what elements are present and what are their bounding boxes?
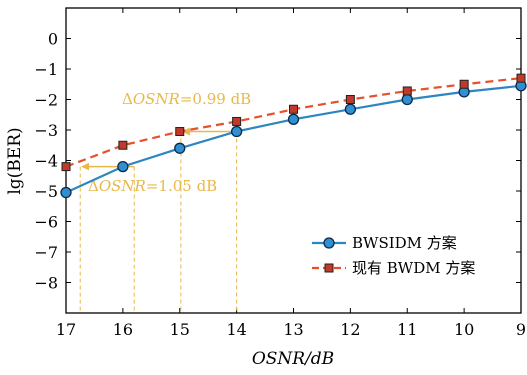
x-tick-label: 17 — [56, 320, 76, 339]
y-tick-label: −6 — [34, 213, 58, 232]
data-point-bwsidm — [60, 186, 72, 199]
y-tick-label: −2 — [34, 91, 58, 110]
x-tick-label: 9 — [516, 320, 526, 339]
y-tick-label: −7 — [34, 243, 58, 262]
x-tick-label: 13 — [283, 320, 303, 339]
legend-label: 现有 BWDM 方案 — [352, 259, 475, 277]
x-axis-title: OSNR/dB — [252, 349, 334, 369]
data-point-bwdm — [118, 140, 128, 150]
legend-marker — [324, 263, 334, 273]
data-point-bwdm — [289, 104, 298, 114]
x-axis-ticks: 17 16 15 14 13 12 11 10 9 — [56, 8, 526, 339]
data-point-bwsidm — [344, 103, 357, 115]
data-point-bwdm — [345, 95, 355, 104]
annotation-label: ΔOSNR=0.99 dB — [122, 90, 251, 108]
annotation-var: OSNR — [99, 177, 146, 195]
x-axis-title-var: OSNR/dB — [252, 349, 334, 369]
annotation-value: =1.05 dB — [146, 177, 217, 195]
y-tick-label: −3 — [34, 121, 58, 140]
data-point-bwdm — [402, 86, 412, 96]
annotation-value: =0.99 dB — [180, 90, 251, 108]
y-axis-ticks: 0 −1 −2 −3 −4 −5 −6 −7 −8 — [34, 30, 521, 293]
data-point-bwdm — [175, 127, 185, 137]
data-point-bwsidm — [174, 142, 186, 154]
data-point-bwdm — [459, 79, 469, 89]
y-tick-label: −5 — [34, 182, 58, 201]
x-tick-label: 16 — [113, 320, 133, 339]
legend-marker — [323, 237, 335, 249]
x-tick-label: 15 — [170, 320, 190, 339]
data-point-bwsidm — [230, 125, 243, 138]
y-axis-title: lg(BER) — [5, 127, 25, 194]
data-point-bwsidm — [287, 113, 300, 125]
data-point-bwsidm — [117, 160, 129, 173]
data-point-bwdm — [516, 73, 526, 83]
legend-box — [301, 224, 513, 280]
x-tick-label: 12 — [340, 320, 360, 339]
annotation-delta: Δ — [88, 177, 99, 195]
data-point-bwdm — [61, 162, 71, 172]
x-tick-label: 11 — [397, 320, 417, 339]
y-tick-label: 0 — [48, 30, 58, 49]
data-point-bwsidm — [401, 93, 413, 106]
y-tick-label: −8 — [34, 274, 58, 293]
annotation-var: OSNR — [133, 90, 180, 108]
y-tick-label: −4 — [34, 152, 58, 171]
x-tick-label: 10 — [454, 320, 474, 339]
x-tick-label: 14 — [226, 320, 246, 339]
annotation-label: ΔOSNR=1.05 dB — [88, 177, 217, 195]
data-point-bwdm — [232, 116, 242, 126]
legend-label: BWSIDM 方案 — [352, 234, 457, 252]
annotation-delta: Δ — [122, 90, 133, 108]
series-markers — [60, 73, 527, 199]
y-tick-label: −1 — [34, 60, 58, 79]
